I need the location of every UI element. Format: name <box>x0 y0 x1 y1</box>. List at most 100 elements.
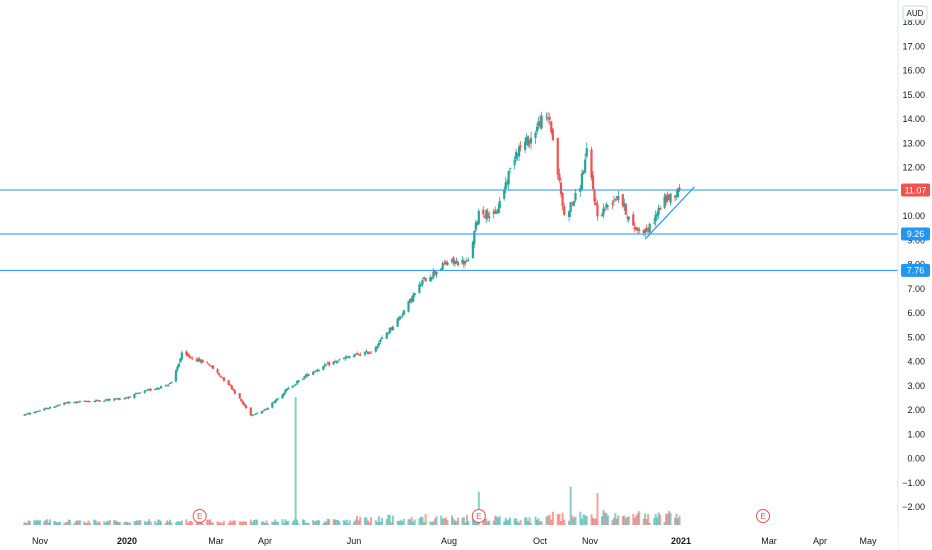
volume-bar <box>504 517 507 525</box>
candle-body <box>107 398 110 401</box>
candle-body <box>465 260 469 262</box>
volume-bar <box>221 523 224 525</box>
volume-bar <box>216 521 219 525</box>
earnings-marker[interactable] <box>471 509 486 523</box>
time-axis[interactable]: Nov 2020 Mar Apr Jun Aug Oct Nov 2021 Mar Apr May <box>32 536 877 546</box>
candle-body <box>285 388 288 391</box>
candle-body <box>158 388 161 389</box>
candle-body <box>401 314 404 316</box>
earnings-marker-label: E <box>197 512 202 521</box>
volume-bar <box>37 520 40 525</box>
volume-bar <box>602 509 605 525</box>
price-tag-label: 9.26 <box>907 229 925 239</box>
x-tick-label: Aug <box>441 536 457 546</box>
volume-bar <box>98 522 101 525</box>
candle-body <box>297 380 300 382</box>
volume-bar <box>623 515 626 525</box>
candle-body <box>366 351 370 355</box>
candle-body <box>57 404 60 406</box>
candle-body <box>307 374 310 376</box>
volume-bar <box>548 514 551 525</box>
candle-body <box>139 392 142 394</box>
candle-body <box>605 204 608 208</box>
volume-bar <box>376 521 379 525</box>
volume-bar <box>317 520 320 525</box>
earnings-marker[interactable] <box>192 509 207 523</box>
volume-bar <box>633 517 636 525</box>
candle-body <box>281 394 284 399</box>
x-tick-label: 2020 <box>117 536 137 546</box>
candle-body <box>238 393 241 399</box>
candle-body <box>617 195 620 201</box>
y-tick-label: 18.00 <box>902 17 925 27</box>
candle-body <box>580 173 584 190</box>
volume-bar <box>644 513 647 525</box>
volume-bar <box>77 520 80 525</box>
candle-body <box>303 376 306 379</box>
volume-bar <box>294 397 297 525</box>
volume-bar <box>657 512 660 525</box>
horizontal-levels[interactable] <box>0 189 898 271</box>
candle-body <box>485 210 488 219</box>
y-tick-label: 1.00 <box>907 429 925 439</box>
candle-body <box>27 413 30 415</box>
volume-bar <box>230 521 233 525</box>
volume-bar <box>36 519 39 525</box>
volume-bar <box>306 522 309 525</box>
volume-bar <box>39 520 41 525</box>
earnings-marker[interactable] <box>756 509 771 523</box>
volume-bar <box>48 519 51 525</box>
volume-bar <box>579 511 582 525</box>
candle-body <box>612 200 615 202</box>
candle-body <box>134 393 137 395</box>
candle-body <box>471 241 474 259</box>
currency-badge[interactable] <box>902 5 928 21</box>
volume-bar <box>638 511 641 525</box>
candle-body <box>136 393 139 394</box>
volume-bar <box>157 519 160 525</box>
volume-bar <box>627 516 630 525</box>
volume-bar <box>154 520 157 525</box>
candle-body <box>65 402 69 404</box>
candle-body <box>467 259 470 261</box>
trendline[interactable] <box>644 186 695 240</box>
candle-body <box>227 380 230 385</box>
volume-bar <box>229 520 232 525</box>
volume-bar <box>585 516 588 525</box>
volume-bar <box>128 522 131 525</box>
candle-body <box>563 206 566 215</box>
candle-body <box>408 298 412 303</box>
volume-bar <box>353 521 355 525</box>
candle-body <box>323 364 326 367</box>
candle-body <box>195 359 198 362</box>
candle-body <box>483 216 486 217</box>
volume-bar <box>654 514 657 525</box>
volume-bar <box>606 515 609 525</box>
candle-body <box>216 369 219 373</box>
volume-bar <box>379 521 382 525</box>
volume-bar <box>528 517 531 525</box>
volume-bar <box>477 491 480 525</box>
candle-body <box>636 228 639 231</box>
volume-bar <box>540 521 543 525</box>
volume-bar <box>315 520 318 525</box>
candle-body <box>376 346 379 348</box>
candle-body <box>363 352 367 355</box>
candle-body <box>654 214 657 222</box>
volume-bar <box>452 518 455 525</box>
y-tick-label: 15.00 <box>902 90 925 100</box>
candle-body <box>498 200 501 209</box>
candle-body <box>410 298 413 301</box>
candle-body <box>443 263 446 265</box>
candle-body <box>567 211 571 217</box>
volume-bar <box>593 518 596 525</box>
x-tick-label: Nov <box>582 536 599 546</box>
volume-bar <box>166 520 169 525</box>
candle-body <box>75 401 79 403</box>
trendline-segment[interactable] <box>644 186 695 240</box>
volume-bar <box>174 522 177 525</box>
volume-bars <box>23 397 681 525</box>
volume-bar <box>124 521 127 525</box>
